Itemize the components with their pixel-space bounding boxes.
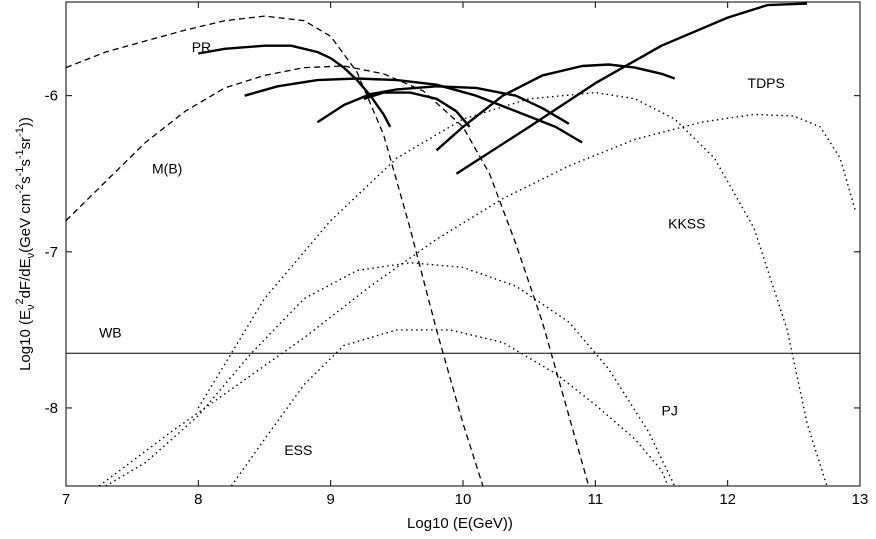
y-title-part-e: s [17, 176, 34, 184]
series-line-tdps [98, 113, 857, 487]
y-axis-title: Log10 (Eν2dF/dEν(GeV cm-2s-1s-1sr-1)) [14, 117, 37, 371]
y-title-sub-c: ν [25, 252, 37, 258]
y-title-part-d: (GeV cm [17, 194, 34, 253]
series-line-curve-3 [244, 77, 583, 144]
x-tick-label: 7 [62, 491, 70, 508]
y-title-part-a: Log10 (E [17, 310, 34, 371]
x-axis-title: Log10 (E(GeV)) [407, 515, 513, 532]
plot-area [65, 1, 861, 487]
series-line-curve-2 [198, 44, 392, 128]
y-title-part-f: s [17, 159, 34, 167]
y-title-part-c: dF/dE [17, 258, 34, 298]
series-line-m-b- [65, 65, 590, 487]
y-title-sup-e: -1 [14, 167, 26, 177]
y-title-part-h: )) [17, 117, 34, 127]
series-line-ess [230, 329, 669, 487]
y-title-sup-d: -2 [14, 184, 26, 194]
x-tick-label: 13 [852, 491, 869, 508]
curve-label-pr: PR [192, 39, 211, 55]
y-title-sup-g: -1 [14, 127, 26, 137]
curve-label-kkss: KKSS [668, 215, 705, 231]
y-title-sup-f: -1 [14, 149, 26, 159]
y-tick-label: -7 [45, 244, 58, 261]
series-line-curve-7 [455, 2, 808, 175]
y-tick-label: -6 [45, 88, 58, 105]
series-line-pr [65, 15, 484, 487]
series-line-pj [105, 262, 676, 487]
curve-label-tdps: TDPS [748, 75, 785, 91]
y-tick-label: -8 [45, 400, 58, 417]
x-tick-label: 8 [194, 491, 202, 508]
series-line-curve-5 [363, 91, 471, 128]
y-title-sub-a: ν [25, 304, 37, 310]
annotations-group: PR M(B) TDPS KKSS WB PJ ESS [99, 39, 785, 458]
x-tick-label: 11 [588, 491, 604, 508]
ticks-group: 7 8 9 10 11 12 13 -6 -7 -8 [45, 2, 869, 508]
series-line-curve-6 [435, 63, 676, 152]
x-tick-label: 9 [326, 491, 334, 508]
y-title-sup-b: 2 [14, 298, 26, 304]
x-tick-label: 12 [719, 491, 736, 508]
curve-label-wb: WB [99, 325, 122, 341]
curve-label-ess: ESS [284, 442, 312, 458]
series-group [65, 2, 860, 487]
series-line-curve-4 [316, 85, 570, 125]
curve-label-pj: PJ [662, 403, 678, 419]
series-line-kkss [197, 91, 828, 487]
x-tick-label: 10 [455, 491, 472, 508]
y-title-part-g: sr [17, 137, 34, 150]
curve-label-mb: M(B) [152, 161, 182, 177]
